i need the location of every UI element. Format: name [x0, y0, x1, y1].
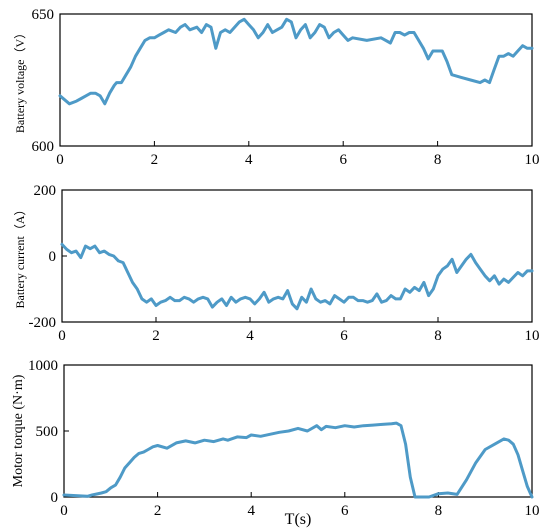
- ylabel-current: Battery current（A）: [13, 204, 27, 309]
- x-tick-label: 0: [56, 152, 64, 168]
- x-tick-label: 8: [434, 328, 442, 344]
- x-tick-label: 0: [58, 328, 66, 344]
- y-tick-label: 0: [49, 249, 57, 265]
- x-tick-label: 6: [340, 328, 348, 344]
- x-ticks-torque: 0 2 4 6 8 10: [60, 492, 540, 519]
- series-line-torque: [62, 421, 534, 499]
- plot-frame-torque: [63, 364, 533, 498]
- x-tick-label: 0: [60, 503, 68, 519]
- x-tick-label: 4: [245, 152, 253, 168]
- y-tick-label: 0: [51, 490, 59, 506]
- x-tick-label: 10: [525, 328, 540, 344]
- xlabel-torque: T(s): [285, 511, 312, 528]
- y-tick-label: 1000: [28, 358, 58, 374]
- x-tick-label: 2: [154, 503, 162, 519]
- x-tick-label: 10: [525, 503, 540, 519]
- x-ticks-voltage: 0 2 4 6 8 10: [56, 141, 540, 168]
- y-ticks-voltage: 600 650: [32, 7, 65, 155]
- x-ticks-current: 0 2 4 6 8 10: [58, 317, 540, 344]
- x-tick-label: 2: [151, 152, 159, 168]
- ylabel-voltage: Battery voltage（V）: [13, 27, 27, 133]
- x-tick-label: 10: [525, 152, 540, 168]
- ylabel-torque: Motor torque (N·m): [11, 374, 26, 487]
- y-ticks-current: -200 0 200: [29, 183, 67, 331]
- y-tick-label: 600: [32, 139, 55, 155]
- y-ticks-torque: 0 500 1000: [28, 358, 69, 506]
- plot-frame-current: [61, 189, 533, 323]
- plot-frame-voltage: [59, 13, 533, 147]
- x-tick-label: 8: [434, 152, 442, 168]
- y-tick-label: 650: [32, 7, 55, 23]
- x-tick-label: 4: [246, 328, 254, 344]
- x-tick-label: 2: [152, 328, 160, 344]
- x-tick-label: 8: [435, 503, 443, 519]
- y-tick-label: 500: [36, 424, 59, 440]
- x-tick-label: 4: [247, 503, 255, 519]
- y-tick-label: 200: [34, 183, 57, 199]
- x-tick-label: 6: [339, 152, 347, 168]
- series-line-current: [60, 242, 534, 311]
- series-line-voltage: [58, 17, 534, 106]
- chart-bottom-torque: 0 2 4 6 8 10 0 500 1000 Motor torque (N·m) T(s): [11, 358, 540, 528]
- chart-top-voltage: 0 2 4 6 8 10 600 650 Battery voltage（V）: [13, 7, 540, 168]
- y-tick-label: -200: [29, 315, 57, 331]
- x-tick-label: 6: [341, 503, 349, 519]
